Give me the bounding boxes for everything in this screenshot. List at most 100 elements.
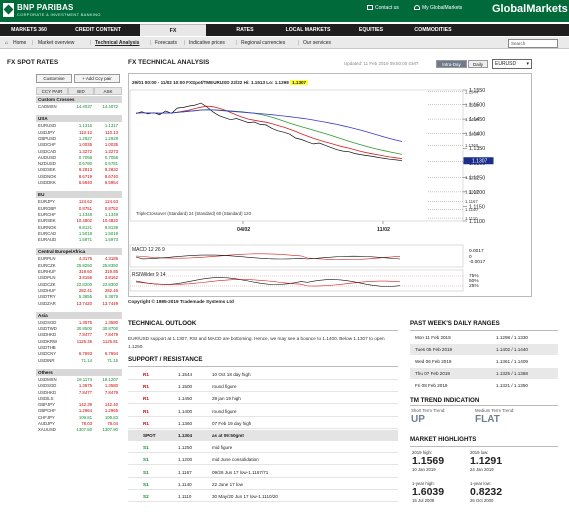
- rate-row[interactable]: USDSEK 9.2813 9.2832: [36, 167, 122, 173]
- rate-row[interactable]: XAUUSD 1307.50 1307.90: [36, 427, 122, 433]
- subnav-technical-analysis[interactable]: Technical Analysis: [95, 40, 140, 46]
- nav-rates[interactable]: RATES: [236, 27, 254, 33]
- ask-value: 71.15: [107, 357, 118, 363]
- home-icon[interactable]: ⌂: [5, 40, 9, 46]
- rate-row[interactable]: USDCNY 6.7693 6.7694: [36, 351, 122, 357]
- nav-markets-360[interactable]: MARKETS 360: [11, 27, 47, 33]
- nav-fx[interactable]: FX: [140, 24, 206, 36]
- rate-row[interactable]: GBPUSD 1.2927 1.2928: [36, 136, 122, 142]
- ask-value: 1.1317: [104, 123, 118, 129]
- subnav-our-services[interactable]: Our services: [303, 40, 332, 46]
- rate-row[interactable]: USDINR 71.14 71.15: [36, 358, 122, 364]
- ask-value: 1.2965: [104, 408, 118, 414]
- logo-star-icon: [3, 4, 14, 15]
- bid-value: 1.1316: [78, 123, 92, 129]
- rate-row[interactable]: GBPCHF 1.2964 1.2965: [36, 408, 122, 414]
- rate-row[interactable]: USDHKD 7.8477 7.8479: [36, 332, 122, 338]
- past-week-row: Fri 08 Feb 2019 1.1321 / 1.1350: [410, 380, 558, 391]
- rate-group-header[interactable]: Central Europe/Africa: [36, 248, 122, 256]
- rate-row[interactable]: USDTWD 30.8500 30.8700: [36, 326, 122, 332]
- search-input[interactable]: Search: [508, 39, 558, 48]
- rate-group-header[interactable]: EU: [36, 191, 122, 199]
- bid-value: 124.62: [78, 199, 92, 205]
- bid-value: 14.4037: [76, 104, 92, 109]
- bid-value: 7.8477: [78, 389, 92, 395]
- rate-row[interactable]: CHFJPY 109.81 109.83: [36, 415, 122, 421]
- add-ccy-pair-button[interactable]: + Add Ccy pair: [74, 74, 120, 83]
- rate-row[interactable]: EURCZK 25.8250 25.8350: [36, 263, 122, 269]
- intraday-button[interactable]: Intra-Day: [436, 60, 467, 68]
- rate-row[interactable]: USDHUF 282.41 282.46: [36, 288, 122, 294]
- bid-value: 1307.50: [76, 427, 92, 433]
- rate-row[interactable]: USDCAD 1.3272 1.3273: [36, 149, 122, 155]
- rate-row[interactable]: USDNOK 8.6719 8.6740: [36, 174, 122, 180]
- top-header: BNP PARIBAS CORPORATE & INVESTMENT BANKI…: [0, 0, 569, 22]
- rate-row[interactable]: USDMXN 19.1174 19.1207: [36, 377, 122, 383]
- level-label: 1.1167: [465, 199, 478, 204]
- customise-button[interactable]: Customise: [36, 74, 72, 83]
- nav-equities[interactable]: EQUITIES: [358, 27, 384, 33]
- rate-row[interactable]: USDPLN 3.8156 3.8162: [36, 275, 122, 281]
- rate-row[interactable]: USDCHF 1.0035 1.0035: [36, 142, 122, 148]
- nav-commodities[interactable]: COMMODITIES: [414, 27, 452, 33]
- rate-row[interactable]: EURPLN 4.3175 4.3185: [36, 256, 122, 262]
- subnav-regional-currencies[interactable]: Regional currencies: [241, 40, 286, 46]
- nav-credit-content[interactable]: CREDIT CONTENT: [75, 27, 121, 33]
- subnav-market-overview[interactable]: Market overview: [38, 40, 75, 46]
- rate-row[interactable]: USDSGD 1.3575 1.3580: [36, 383, 122, 389]
- rate-row[interactable]: USDILS: [36, 396, 122, 402]
- rate-row[interactable]: EURNOK 9.8121 9.8139: [36, 225, 122, 231]
- ask-value: 110.13: [105, 129, 118, 135]
- rate-row[interactable]: EURGBP 0.8751 0.8752: [36, 206, 122, 212]
- bid-value: 282.41: [78, 287, 92, 293]
- rate-row[interactable]: USDKRW 1125.35 1125.81: [36, 339, 122, 345]
- rate-row[interactable]: EURAUD 1.5971 1.5973: [36, 237, 122, 243]
- rate-row[interactable]: GBPJPY 142.39 142.40: [36, 402, 122, 408]
- rate-group-header[interactable]: Custom Crosses: [36, 96, 122, 103]
- chart-header: 29/01 00:00 - 11/02 10:00 FXSpot/TMEURUS…: [132, 80, 309, 85]
- rate-group-header[interactable]: Asia: [36, 311, 122, 319]
- sr-note: mid figure: [212, 445, 233, 451]
- rate-row[interactable]: EURCAD 1.5018 1.5019: [36, 231, 122, 237]
- rate-row[interactable]: USDJPY 110.12 110.13: [36, 130, 122, 136]
- subnav-separator: |: [150, 40, 152, 46]
- macd-panel: [129, 244, 464, 268]
- rsi-signal-line: [135, 279, 401, 287]
- ask-value: 7.8479: [104, 389, 118, 395]
- rate-row[interactable]: USDZAR 13.7420 13.7449: [36, 301, 122, 307]
- rate-row[interactable]: NZDUSD 0.6780 0.6781: [36, 161, 122, 167]
- rate-row[interactable]: USDHKD 7.8477 7.8479: [36, 390, 122, 396]
- my-globalmarkets-link[interactable]: My GlobalMarkets: [422, 5, 463, 11]
- daily-button[interactable]: Daily: [468, 60, 488, 68]
- rate-row[interactable]: EURHUF 319.60 319.85: [36, 269, 122, 275]
- subnav-forecasts[interactable]: Forecasts: [155, 40, 177, 46]
- rate-row[interactable]: USDDKK 6.5940 6.5954: [36, 180, 122, 186]
- rate-row[interactable]: USDTHB: [36, 345, 122, 351]
- nav-local-markets[interactable]: LOCAL MARKETS: [285, 27, 331, 33]
- subnav-indicative-prices[interactable]: Indicative prices: [189, 40, 225, 46]
- mail-icon[interactable]: [367, 5, 373, 10]
- rate-group-header[interactable]: Others: [36, 368, 122, 376]
- rate-row[interactable]: USDSGD 1.3575 1.3580: [36, 320, 122, 326]
- ccy-pair: USDCZK: [38, 281, 56, 287]
- rate-row[interactable]: EURSEK 10.4802 10.4820: [36, 218, 122, 224]
- rate-row[interactable]: EURUSD 1.1316 1.1317: [36, 123, 122, 129]
- user-icon[interactable]: [414, 5, 420, 10]
- market-highlights-title: MARKET HIGHLIGHTS: [410, 436, 477, 443]
- ask-value: 1.2928: [104, 135, 118, 141]
- rate-row[interactable]: AUDUSD 0.7058 0.7058: [36, 155, 122, 161]
- bid-value: 1.2964: [78, 408, 92, 414]
- macd-tick-label: 0.0017: [469, 248, 484, 254]
- rate-row[interactable]: USDCZK 22.8200 22.8300: [36, 282, 122, 288]
- currency-pair-select[interactable]: EURUSD ▾: [492, 59, 532, 69]
- contact-us-link[interactable]: Contact us: [375, 5, 399, 11]
- rate-row[interactable]: CADMXN 14.4037 14.4072: [36, 104, 122, 110]
- rate-group-header[interactable]: USA: [36, 115, 122, 123]
- ask-value: 0.8752: [104, 205, 118, 211]
- rate-row[interactable]: EURJPY 124.62 124.63: [36, 199, 122, 205]
- subnav-home[interactable]: Home: [13, 40, 27, 46]
- sr-row: R1 1.1500 round figure: [128, 381, 398, 393]
- rate-row[interactable]: USDTRY 5.3855 5.3879: [36, 294, 122, 300]
- rate-row[interactable]: AUDJPY 78.03 78.04: [36, 421, 122, 427]
- rate-row[interactable]: EURCHF 1.1348 1.1349: [36, 212, 122, 218]
